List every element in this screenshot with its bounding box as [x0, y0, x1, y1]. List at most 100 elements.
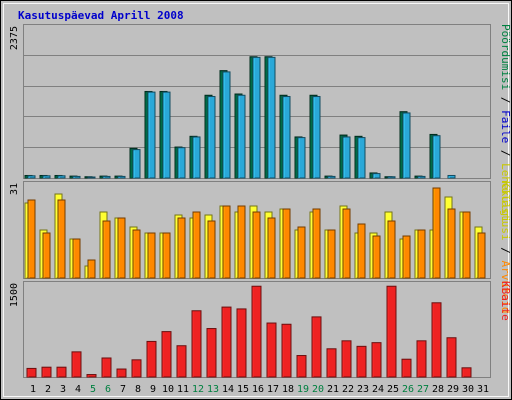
x-tick-label-day-18: 18 [282, 384, 294, 395]
bar-kbaite-day-23 [356, 345, 367, 378]
bar-k-lastusi-day-11 [177, 217, 186, 279]
bar-k-lastusi-day-23 [357, 223, 366, 279]
x-tick-label-day-30: 30 [462, 384, 474, 395]
bar-kbaite-day-17 [266, 322, 277, 378]
bar-kbaite-day-30 [461, 367, 472, 378]
bar-faile-day-12 [192, 136, 201, 179]
bar-k-lastusi-day-4 [72, 238, 81, 279]
x-tick-label-day-11: 11 [177, 384, 189, 395]
bar-kbaite-day-15 [236, 308, 247, 378]
x-tick-label-day-9: 9 [150, 384, 156, 395]
bar-k-lastusi-day-1 [27, 199, 36, 279]
bar-faile-day-14 [222, 71, 231, 179]
bar-kbaite-day-2 [41, 366, 52, 378]
bar-kbaite-day-5 [86, 374, 97, 378]
bar-kbaite-day-3 [56, 366, 67, 378]
bar-k-lastusi-day-17 [267, 217, 276, 279]
x-tick-label-day-6: 6 [105, 384, 111, 395]
bar-kbaite-day-10 [161, 331, 172, 378]
bar-kbaite-day-26 [401, 358, 412, 378]
x-tick-label-day-10: 10 [162, 384, 174, 395]
bar-k-lastusi-day-15 [237, 205, 246, 279]
bar-k-lastusi-day-31 [477, 232, 486, 279]
bar-faile-day-6 [102, 175, 111, 179]
bar-k-lastusi-day-18 [282, 208, 291, 279]
bar-faile-day-3 [57, 175, 66, 179]
x-tick-label-day-7: 7 [120, 384, 126, 395]
legend-top: Pöördumisi / Faile / Lehekülgi [499, 24, 512, 223]
bar-k-lastusi-day-27 [417, 229, 426, 279]
bar-k-lastusi-day-2 [42, 232, 51, 279]
bar-kbaite-day-6 [101, 357, 112, 378]
bar-faile-day-24 [372, 173, 381, 179]
x-tick-label-day-15: 15 [237, 384, 249, 395]
x-tick-label-day-16: 16 [252, 384, 264, 395]
legend-bottom: KBaite [499, 281, 512, 321]
bar-kbaite-day-28 [431, 302, 442, 378]
panel-frame [23, 281, 491, 378]
bar-faile-day-29 [447, 174, 456, 179]
bar-faile-day-8 [132, 149, 141, 179]
x-tick-label-day-19: 19 [297, 384, 309, 395]
bar-kbaite-day-9 [146, 340, 157, 378]
panel-3: 1500 [9, 281, 491, 378]
x-tick-label-day-28: 28 [432, 384, 444, 395]
legend-middle-part-1: / [499, 241, 512, 261]
x-tick-label-day-2: 2 [45, 384, 51, 395]
chart-title: Kasutuspäevad Aprill 2008 [18, 9, 184, 22]
bar-kbaite-day-29 [446, 337, 457, 378]
bar-faile-day-16 [252, 56, 261, 179]
bar-k-lastusi-day-19 [297, 226, 306, 279]
x-tick-label-day-25: 25 [387, 384, 399, 395]
x-tick-label-day-13: 13 [207, 384, 219, 395]
legend-middle-part-2: Arvuteid [499, 260, 512, 313]
x-tick-label-day-23: 23 [357, 384, 369, 395]
x-tick-label-day-8: 8 [135, 384, 141, 395]
x-tick-label-day-21: 21 [327, 384, 339, 395]
bar-k-lastusi-day-16 [252, 211, 261, 279]
bar-faile-day-25 [387, 176, 396, 179]
legend-top-part-1: / [499, 90, 512, 110]
bar-k-lastusi-day-13 [207, 220, 216, 279]
legend-middle-part-0: Külastusi [499, 181, 512, 241]
bar-k-lastusi-day-12 [192, 211, 201, 279]
bar-kbaite-day-16 [251, 285, 262, 378]
bar-kbaite-day-21 [326, 348, 337, 378]
bar-kbaite-day-22 [341, 340, 352, 378]
bar-faile-day-19 [297, 137, 306, 179]
y-max-tick-label: 2375 [9, 26, 20, 50]
bar-faile-day-27 [417, 175, 426, 179]
bar-kbaite-day-13 [206, 328, 217, 378]
x-tick-label-day-12: 12 [192, 384, 204, 395]
bar-faile-day-18 [282, 96, 291, 179]
x-axis-day-labels: 1 2 3 4 5 6 7 8 9 10 11 12 13 14 15 16 17 18 19 20 21 22 23 24 2… [30, 384, 489, 395]
bar-kbaite-day-11 [176, 345, 187, 378]
bar-faile-day-20 [312, 96, 321, 179]
bar-k-lastusi-day-14 [222, 205, 231, 279]
legend-top-part-2: Faile [499, 110, 512, 143]
bar-k-lastusi-day-10 [162, 232, 171, 279]
panel-2: 31 [9, 181, 491, 279]
bar-faile-day-13 [207, 96, 216, 179]
bar-kbaite-day-1 [26, 367, 37, 378]
bar-k-lastusi-day-9 [147, 232, 156, 279]
bar-kbaite-day-8 [131, 359, 142, 378]
bar-faile-day-4 [72, 175, 81, 179]
bar-faile-day-7 [117, 175, 126, 179]
bar-kbaite-day-7 [116, 368, 127, 378]
bar-k-lastusi-day-28 [432, 187, 441, 279]
bar-k-lastusi-day-24 [372, 235, 381, 279]
chart-inner-border [3, 3, 509, 397]
bar-faile-day-26 [402, 112, 411, 179]
bar-kbaite-day-4 [71, 351, 82, 378]
legend-bottom-part-0: KBaite [499, 281, 512, 321]
x-tick-label-day-4: 4 [75, 384, 81, 395]
chart-panels: 2375 31 1500 [9, 24, 491, 378]
bar-k-lastusi-day-22 [342, 208, 351, 279]
bar-faile-day-22 [342, 136, 351, 179]
bar-k-lastusi-day-7 [117, 217, 126, 279]
bar-faile-day-28 [432, 135, 441, 179]
bar-k-lastusi-day-8 [132, 229, 141, 279]
